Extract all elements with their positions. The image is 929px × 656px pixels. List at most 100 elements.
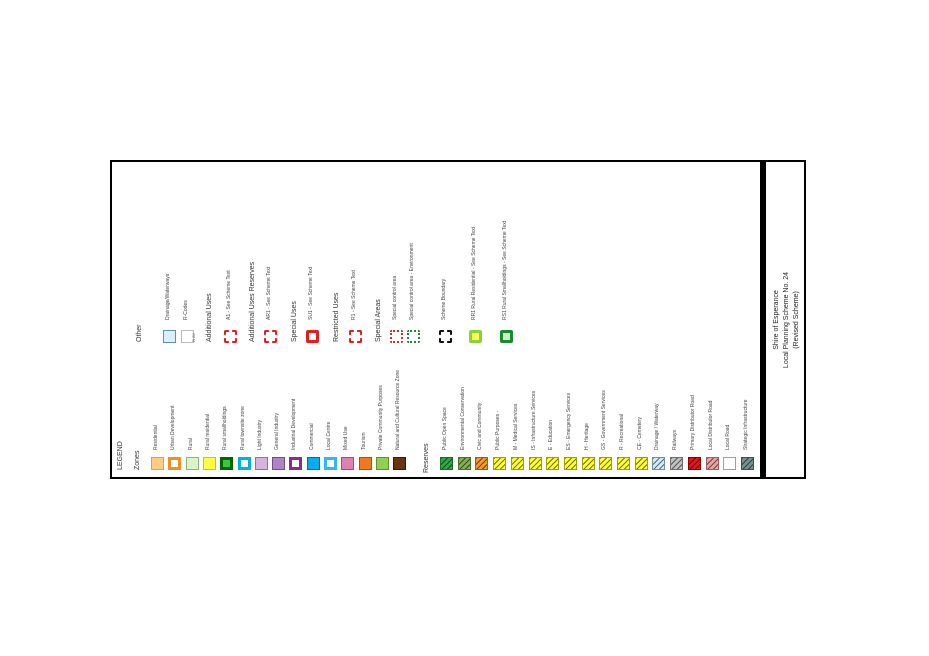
legend-label: Urban Development bbox=[170, 405, 177, 450]
legend-label: Rural townsite zone bbox=[239, 406, 246, 450]
legend-label: Local Road bbox=[725, 424, 732, 450]
legend-label: M - Medical Services bbox=[512, 403, 519, 450]
legend-swatch bbox=[375, 457, 389, 470]
legend-label: R1 - See Scheme Text bbox=[351, 270, 357, 320]
legend-label: GS - Government Services bbox=[601, 390, 608, 450]
legend-swatch bbox=[723, 457, 737, 470]
legend-swatch bbox=[358, 457, 372, 470]
legend-swatch bbox=[324, 457, 337, 470]
legend-swatch bbox=[224, 330, 237, 343]
legend-swatch bbox=[457, 457, 471, 470]
legend-label: Rural smallholdings bbox=[222, 406, 229, 450]
legend-swatch bbox=[254, 457, 268, 470]
legend-label: Scheme Boundary bbox=[441, 278, 447, 320]
title-divider bbox=[760, 160, 766, 479]
title-line-1: Shire of Esperance bbox=[773, 290, 780, 350]
legend-label: SU1 - See Scheme Text bbox=[308, 266, 314, 320]
special-areas-heading: Special Areas bbox=[375, 299, 382, 342]
legend-swatch bbox=[687, 457, 701, 470]
legend-swatch bbox=[546, 457, 560, 470]
restricted-uses-heading: Restricted Uses bbox=[333, 292, 340, 342]
title-line-3: (Revised Scheme) bbox=[793, 291, 800, 349]
legend-label: H - Heritage bbox=[583, 423, 590, 450]
legend-swatch bbox=[390, 330, 403, 343]
legend-label: Primary Distributor Road bbox=[689, 395, 696, 450]
legend-label: Drainage/Waterways bbox=[165, 273, 171, 320]
legend-label: Public Open Space bbox=[442, 407, 448, 450]
legend-swatch bbox=[563, 457, 577, 470]
legend-swatch bbox=[168, 457, 182, 470]
legend-label: Private Community Purposes bbox=[377, 385, 384, 450]
legend-swatch bbox=[185, 457, 199, 470]
legend-label: Commercial bbox=[308, 423, 315, 450]
legend-swatch bbox=[264, 330, 277, 343]
legend-swatch bbox=[151, 457, 164, 470]
legend-label: IS - Infrastructure Services bbox=[530, 390, 537, 450]
legend-label: A1 - See Scheme Text bbox=[226, 270, 232, 320]
legend-label: Residential bbox=[153, 425, 159, 450]
zones-heading: Zones bbox=[134, 450, 141, 470]
legend-swatch bbox=[670, 457, 684, 470]
legend-label: Light Industry bbox=[256, 419, 263, 450]
legend-swatch bbox=[469, 330, 482, 343]
legend-frame bbox=[110, 160, 806, 479]
legend-label: Mixed Use bbox=[343, 426, 350, 450]
legend-swatch bbox=[220, 457, 234, 470]
legend-label: ES - Emergency Services bbox=[565, 393, 572, 450]
legend-swatch bbox=[493, 457, 507, 470]
reserves-heading: Reserves bbox=[423, 443, 430, 473]
legend-swatch bbox=[581, 457, 595, 470]
legend-label: General Industry bbox=[274, 413, 281, 450]
legend-label: RS1 Rural Smallholdings - See Scheme Tex… bbox=[502, 220, 508, 320]
legend-label: Local Centre bbox=[326, 421, 332, 450]
legend-label: Railways bbox=[672, 429, 679, 450]
legend-label: Rural residential bbox=[204, 413, 211, 450]
legend-swatch bbox=[272, 457, 286, 470]
legend-swatch bbox=[652, 457, 666, 470]
legend-label: RR1 Rural Residential - See Scheme Text bbox=[471, 226, 477, 320]
legend-swatch bbox=[510, 457, 524, 470]
legend-label: CE - Cemetery bbox=[636, 416, 643, 450]
legend-label: Industrial Development bbox=[291, 398, 298, 450]
legend-swatch bbox=[475, 457, 489, 470]
legend-label: Tourism bbox=[360, 432, 367, 450]
legend-label: Natural and Cultural Resource Zone bbox=[395, 369, 402, 450]
legend-label: Special control area - Environment bbox=[409, 243, 415, 320]
legend-swatch bbox=[202, 457, 216, 470]
legend-label: Environmental Conservation bbox=[459, 387, 466, 450]
legend-swatch bbox=[289, 457, 303, 470]
legend-label: Local Distributor Road bbox=[707, 400, 714, 450]
legend-swatch bbox=[439, 330, 452, 343]
legend-label: Rural bbox=[187, 438, 194, 450]
legend-swatch bbox=[705, 457, 719, 470]
legend-label: Strategic Infrastructure bbox=[742, 399, 749, 450]
legend-swatch bbox=[306, 330, 319, 343]
legend-swatch bbox=[181, 330, 194, 343]
legend-label: Public Purposes - bbox=[495, 410, 502, 450]
legend-swatch bbox=[349, 330, 362, 343]
legend-label: AR1 - See Scheme Text bbox=[266, 266, 272, 320]
legend-swatch bbox=[163, 330, 176, 343]
legend-heading: LEGEND bbox=[117, 441, 124, 470]
legend-swatch bbox=[237, 457, 251, 470]
legend-label: Civic and Community bbox=[477, 402, 484, 450]
special-uses-heading: Special Uses bbox=[291, 301, 298, 342]
legend-swatch bbox=[599, 457, 613, 470]
legend-label: R-Codes bbox=[183, 300, 189, 320]
additional-uses-reserves-heading: Additional Uses Reserves bbox=[249, 261, 256, 342]
title-line-2: Local Planning Scheme No. 24 bbox=[783, 271, 790, 369]
legend-swatch bbox=[407, 330, 420, 343]
legend-swatch bbox=[393, 457, 407, 470]
legend-swatch bbox=[617, 457, 630, 470]
other-heading: Other bbox=[136, 324, 143, 342]
legend-swatch bbox=[500, 330, 513, 343]
r-code-sample: R 20 bbox=[191, 333, 196, 342]
legend-label: E - Education bbox=[548, 419, 555, 450]
legend-swatch bbox=[740, 457, 754, 470]
legend-swatch bbox=[528, 457, 542, 470]
additional-uses-heading: Additional Uses bbox=[206, 293, 213, 342]
legend-swatch bbox=[634, 457, 648, 470]
legend-label: Drainage / Waterway bbox=[654, 403, 661, 451]
legend-label: Special control area bbox=[392, 275, 398, 320]
legend-label: R - Recreational bbox=[619, 413, 625, 450]
